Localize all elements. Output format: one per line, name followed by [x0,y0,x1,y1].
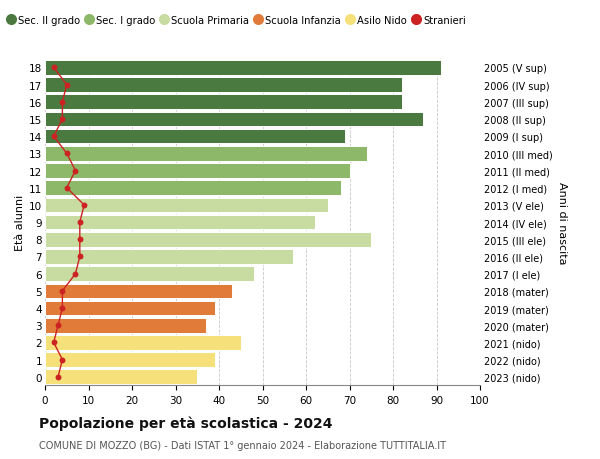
Point [75,253,85,261]
Bar [45,112,424,127]
Point [53,373,63,381]
Bar [45,232,371,247]
Bar [45,164,350,179]
Bar [45,78,402,93]
Point [62,185,71,192]
Bar [45,181,341,196]
Bar [45,369,197,384]
Point [53,322,63,329]
Bar [45,284,232,298]
Bar [45,147,367,161]
Bar [45,301,215,316]
Bar [45,267,254,281]
Bar [45,198,328,213]
Point [49,339,59,347]
Bar [45,353,215,367]
Point [58,305,67,312]
Point [58,356,67,364]
Point [49,133,59,140]
Text: Popolazione per età scolastica - 2024: Popolazione per età scolastica - 2024 [39,415,332,430]
Point [71,270,80,278]
Y-axis label: Anni di nascita: Anni di nascita [557,181,567,264]
Legend: Sec. II grado, Sec. I grado, Scuola Primaria, Scuola Infanzia, Asilo Nido, Stran: Sec. II grado, Sec. I grado, Scuola Prim… [7,16,466,26]
Point [58,99,67,106]
Point [49,65,59,72]
Bar [45,336,241,350]
Bar [45,61,441,76]
Point [75,219,85,226]
Y-axis label: Età alunni: Età alunni [15,195,25,251]
Text: COMUNE DI MOZZO (BG) - Dati ISTAT 1° gennaio 2024 - Elaborazione TUTTITALIA.IT: COMUNE DI MOZZO (BG) - Dati ISTAT 1° gen… [39,440,446,450]
Bar [45,250,293,264]
Bar [45,318,206,333]
Point [62,151,71,158]
Point [58,287,67,295]
Bar [45,95,402,110]
Bar [45,215,315,230]
Point [58,116,67,123]
Bar [45,129,345,144]
Point [71,168,80,175]
Point [79,202,89,209]
Point [62,82,71,89]
Point [75,236,85,243]
